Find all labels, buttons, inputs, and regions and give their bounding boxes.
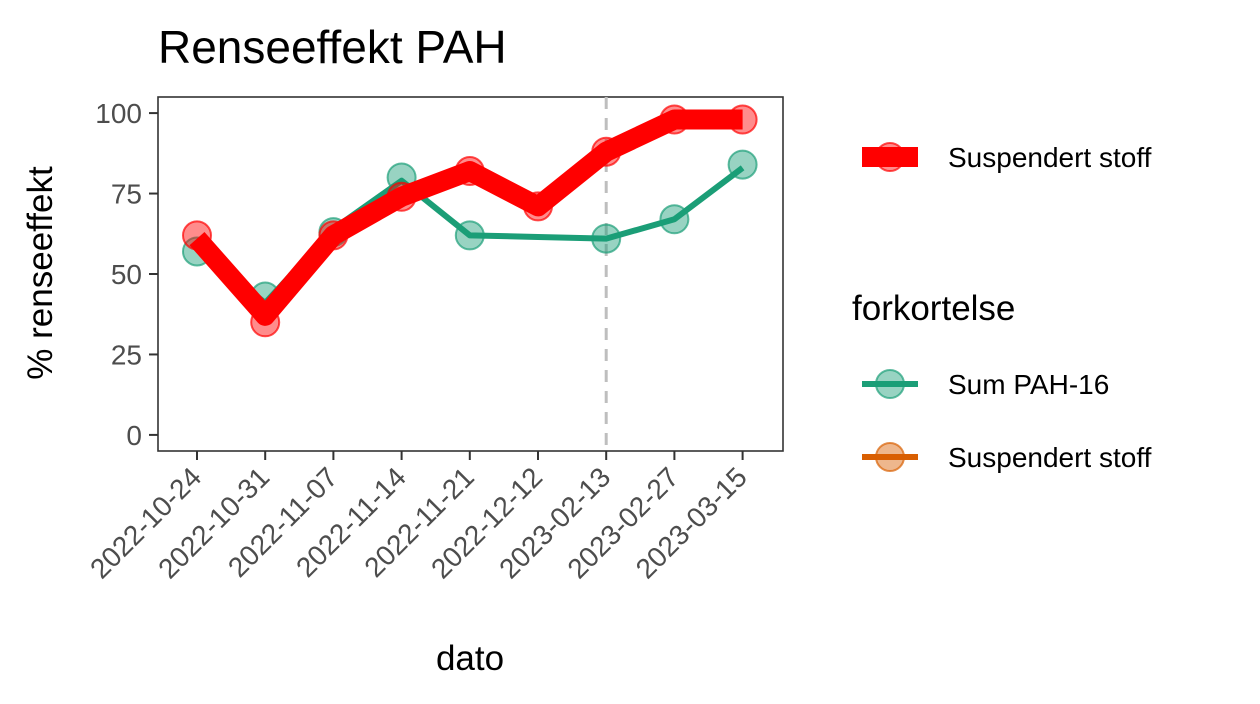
series-layer <box>182 104 758 338</box>
data-point <box>523 191 553 222</box>
plot-area: 0 25 50 75 100 2022-10-242022-10-312022-11-0… <box>84 96 784 585</box>
data-point <box>182 220 212 251</box>
legend-item-suspendert-stoff: Suspendert stoff <box>862 442 1152 473</box>
legend-item-sum-pah-16: Sum PAH-16 <box>862 369 1109 400</box>
y-tick-label: 100 <box>95 98 142 129</box>
legend-key-point <box>875 442 905 472</box>
series-line <box>189 109 743 326</box>
x-axis-title: dato <box>436 639 504 678</box>
legend-top-key-point <box>875 142 905 172</box>
data-point <box>454 156 485 187</box>
y-axis: 0 25 50 75 100 <box>95 98 158 451</box>
y-tick-label: 25 <box>111 339 142 370</box>
chart-title: Renseeffekt PAH <box>158 21 507 73</box>
data-point <box>318 220 349 251</box>
y-axis-title: % renseeffekt <box>21 166 60 380</box>
data-point <box>727 104 758 135</box>
legend-top-item: Suspendert stoff <box>862 142 1152 173</box>
data-point <box>727 149 758 180</box>
data-point <box>386 181 417 212</box>
legend-item-label: Suspendert stoff <box>948 442 1152 473</box>
data-point <box>454 220 485 251</box>
data-point <box>250 307 281 338</box>
y-tick-label: 50 <box>111 259 142 290</box>
x-axis: 2022-10-242022-10-312022-11-072022-11-14… <box>84 451 753 585</box>
series-suspendert-stoff <box>182 104 758 338</box>
y-tick-label: 0 <box>126 420 142 451</box>
legend-top-label: Suspendert stoff <box>948 142 1152 173</box>
legend: Suspendert stoff forkortelse Sum PAH-16 … <box>852 142 1152 473</box>
plot-panel <box>157 96 784 452</box>
data-point <box>659 104 690 135</box>
data-point <box>591 223 622 254</box>
legend-title: forkortelse <box>852 289 1015 328</box>
legend-item-label: Sum PAH-16 <box>948 369 1109 400</box>
y-tick-label: 75 <box>111 179 142 210</box>
data-point <box>659 204 690 235</box>
legend-key-point <box>875 369 905 399</box>
data-point <box>591 136 622 167</box>
